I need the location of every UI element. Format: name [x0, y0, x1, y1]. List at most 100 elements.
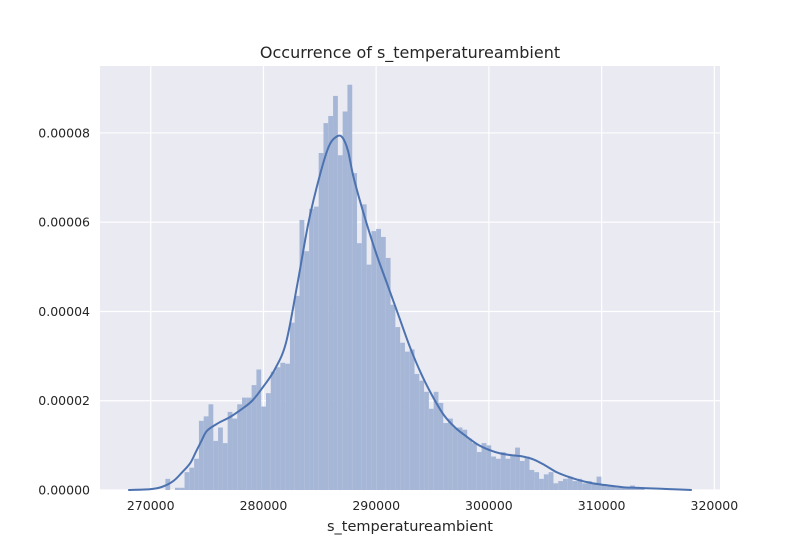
histogram-bar: [606, 485, 611, 490]
histogram-bar: [361, 204, 367, 490]
chart-title: Occurrence of s_temperatureambient: [260, 43, 560, 63]
histogram-bar: [323, 123, 329, 490]
histogram-bar: [457, 427, 463, 490]
histogram-bar: [486, 445, 492, 490]
x-tick-label: 280000: [240, 498, 288, 513]
histogram-bar: [380, 236, 386, 490]
histogram-bar: [222, 443, 228, 490]
histogram-bar: [208, 404, 214, 490]
histogram-bar: [529, 469, 535, 490]
histogram-bar: [419, 380, 425, 490]
histogram-bar: [198, 420, 204, 490]
histogram-bar: [371, 231, 377, 490]
histogram-bar: [270, 371, 276, 490]
histogram-bar: [318, 153, 324, 490]
histogram-bar: [203, 416, 209, 490]
kde-curve: [128, 134, 692, 491]
histogram-bar: [289, 322, 295, 490]
histogram-bar: [625, 487, 631, 490]
y-tick-labels: 0.00000 0.00002 0.00004 0.00006 0.00008: [38, 125, 90, 497]
x-tick-label: 300000: [465, 498, 513, 513]
histogram-bar: [543, 474, 549, 490]
histogram-bar: [352, 173, 358, 490]
histogram-bar: [591, 483, 597, 490]
x-tick-label: 310000: [578, 498, 626, 513]
histogram-bar: [567, 476, 573, 490]
histogram-bar: [620, 487, 626, 490]
histogram-bar: [251, 385, 257, 490]
histogram-bar: [385, 257, 391, 490]
histogram-bar: [443, 423, 449, 490]
histogram-bars: [165, 84, 645, 491]
x-tick-label: 270000: [127, 498, 175, 513]
x-tick-labels: 270000 280000 290000 300000 310000 320000: [127, 498, 738, 513]
histogram-bar: [218, 427, 223, 490]
histogram-bar: [495, 458, 501, 490]
histogram-bar: [256, 369, 262, 490]
histogram-bar: [438, 402, 444, 490]
histogram-bar: [357, 243, 362, 490]
histogram-bar: [572, 481, 578, 490]
histogram-bar: [448, 418, 453, 490]
histogram-bar: [548, 472, 554, 490]
x-axis-label: s_temperatureambient: [327, 519, 493, 535]
histogram-bar: [553, 483, 559, 490]
histogram-bar: [491, 456, 496, 490]
histogram-bar: [534, 472, 540, 490]
histogram-bar: [452, 427, 458, 490]
histogram-bar: [515, 447, 520, 490]
histogram-bar: [395, 327, 401, 490]
histogram-bar: [194, 458, 199, 490]
histogram-bar: [280, 362, 286, 490]
histogram-bar: [476, 452, 482, 490]
histogram-bar: [582, 483, 587, 490]
histogram-bar: [433, 391, 439, 490]
y-tick-label: 0.00002: [38, 393, 90, 408]
histogram-bar: [634, 487, 640, 490]
histogram-bar: [342, 111, 348, 491]
histogram-bar: [404, 351, 410, 490]
histogram-bar: [246, 397, 252, 490]
histogram-bar: [563, 478, 568, 490]
histogram-bar: [428, 408, 434, 490]
y-tick-label: 0.00006: [38, 215, 90, 230]
histogram-bar: [558, 481, 564, 490]
histogram-bar: [242, 397, 247, 490]
histogram-bar: [237, 404, 243, 490]
x-tick-label: 290000: [352, 498, 400, 513]
y-tick-label: 0.00008: [38, 125, 90, 140]
histogram-bar: [285, 363, 290, 490]
histogram-bar: [179, 487, 185, 490]
histogram-bar: [328, 115, 334, 490]
histogram-bar: [472, 443, 477, 490]
histogram-bar: [309, 208, 314, 491]
histogram-bar: [265, 393, 271, 490]
histogram-bar: [400, 342, 405, 490]
histogram-bar: [313, 206, 319, 490]
histogram-bar: [227, 411, 233, 490]
histogram-bar: [414, 373, 420, 490]
histogram-bar: [294, 295, 300, 490]
histogram-bar: [577, 478, 583, 490]
y-tick-label: 0.00004: [38, 304, 90, 319]
histogram-bar: [189, 467, 195, 490]
y-tick-label: 0.00000: [38, 483, 90, 498]
histogram-bar: [409, 349, 415, 490]
histogram-bar: [601, 485, 607, 490]
histogram-bar: [232, 418, 238, 490]
histogram-bar: [337, 155, 343, 490]
histogram-bar: [174, 487, 180, 490]
histogram-bar: [304, 251, 310, 490]
histogram-bar: [390, 304, 396, 490]
histogram-bar: [524, 456, 530, 490]
histogram-bar: [519, 460, 525, 490]
histogram-bar: [615, 487, 621, 490]
histogram-bar: [539, 478, 544, 490]
histogram-bar: [500, 452, 506, 490]
histogram-bar: [610, 485, 616, 490]
histogram-bar: [275, 367, 281, 490]
histogram-bar: [213, 440, 219, 490]
histogram-bar: [376, 228, 381, 490]
histogram-bar: [586, 481, 592, 490]
histogram-bar: [510, 454, 516, 490]
